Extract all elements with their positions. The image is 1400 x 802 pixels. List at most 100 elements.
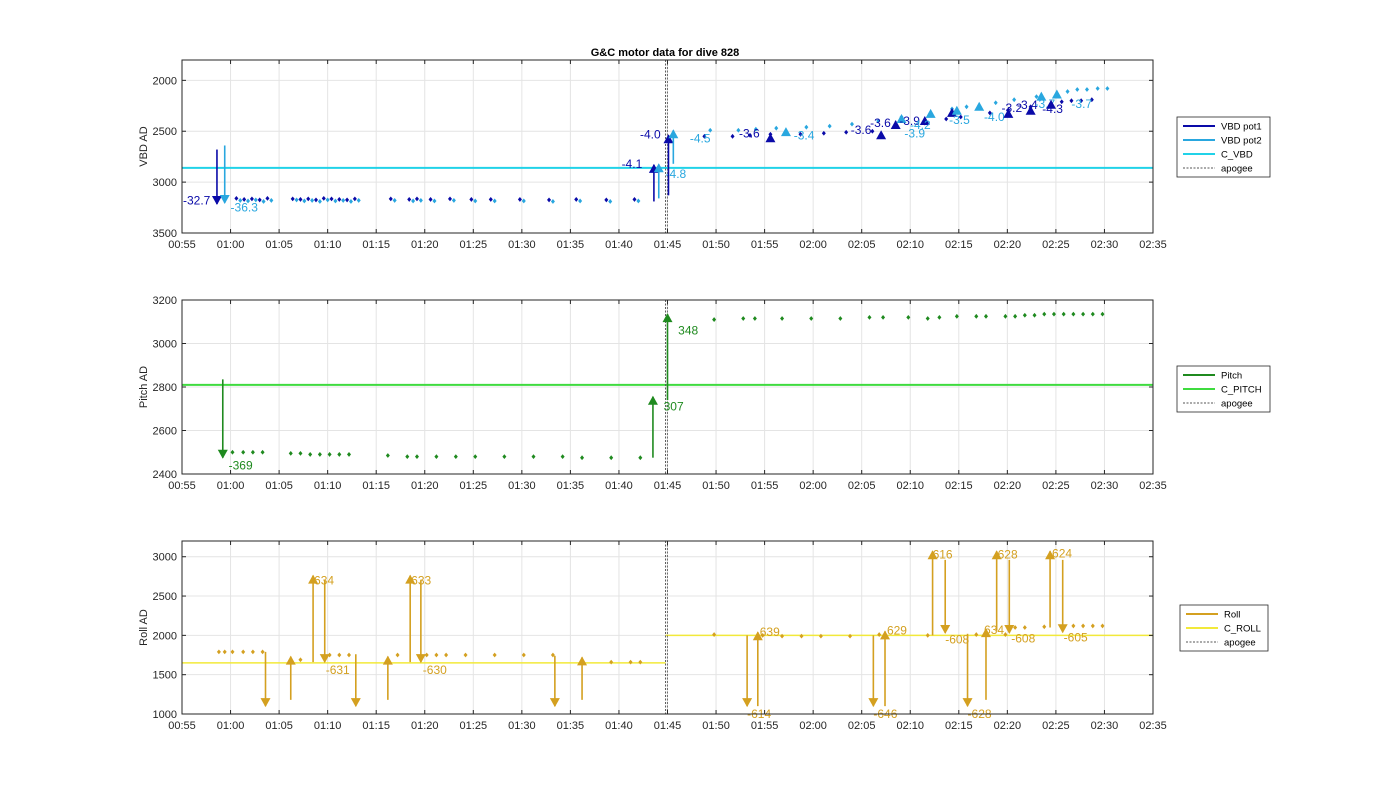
value-label: -4.0 [984,110,1005,124]
data-point [325,197,330,203]
data-point [712,632,717,637]
legend-entry: Roll [1224,610,1240,621]
roll-panel: 634-631633-630-614639-646629616-608-6286… [138,540,1269,732]
x-tick-label: 02:00 [799,480,827,492]
data-point [1051,311,1056,317]
data-point [550,652,555,658]
data-point [753,126,758,132]
data-point [638,455,643,461]
pitch-panel: -369 307 348 00:55 01:00 01:05 01:10 01:15 01:20… [138,295,1271,492]
data-point [993,100,998,106]
data-point [609,659,614,665]
data-point [444,652,449,658]
x-tick-label: 02:00 [799,720,827,732]
data-point [241,449,246,455]
arrow-head [1051,89,1062,99]
data-point [306,196,311,202]
legend-entry: C_ROLL [1224,624,1261,635]
y-tick-label: 2500 [153,591,177,603]
x-tick-label: 01:35 [557,239,585,251]
data-point [348,199,353,204]
x-tick-label: 01:50 [702,720,730,732]
x-tick-label: 01:15 [362,720,390,732]
x-tick-label: 01:00 [217,720,245,732]
data-point [712,317,717,322]
data-point [1071,623,1076,629]
data-point [636,198,641,204]
x-tick-label: 02:10 [896,239,924,251]
arrow-head [940,625,951,635]
arrow-head [925,108,936,118]
value-label: 624 [1052,547,1072,561]
data-point [392,198,397,203]
data-point [958,114,963,120]
x-tick-label: 02:35 [1139,239,1167,251]
data-point [288,450,293,456]
data-point [428,197,433,202]
arrow-head [765,133,776,143]
data-point [1100,623,1105,629]
x-tick-label: 01:15 [362,239,390,251]
arrow-head [896,113,907,123]
data-point [578,198,583,204]
data-point [234,196,239,201]
arrow-head [962,698,973,708]
data-point [488,197,493,202]
x-tick-label: 01:30 [508,480,536,492]
data-point [925,632,930,638]
data-point [937,315,942,320]
y-tick-label: 3200 [153,295,177,307]
data-point [502,454,507,459]
data-point [1069,98,1074,104]
data-point [352,196,357,202]
value-label: -3.2 [1002,101,1023,115]
data-point [1003,632,1008,637]
value-label: -4.1 [622,157,643,171]
legend-entry: apogee [1221,399,1253,410]
value-label: -369 [229,458,253,472]
data-point [608,199,613,204]
value-label: -3.6 [851,123,872,137]
arrow-head [876,130,887,140]
value-label: -36.3 [231,201,259,215]
data-point [385,453,390,458]
value-label: -3.9 [899,114,920,128]
value-label: -631 [326,663,350,677]
data-point [463,652,468,658]
data-point [414,196,419,202]
legend-entry: C_VBD [1221,150,1253,161]
data-point [798,131,803,137]
arrow-head [927,550,938,560]
x-tick-label: 01:30 [508,239,536,251]
data-point [337,452,342,457]
arrow-head [647,395,658,405]
data-point [327,652,332,658]
x-tick-label: 01:55 [751,480,779,492]
arrow-head [285,655,296,665]
x-tick-label: 01:25 [460,720,488,732]
x-tick-label: 02:05 [848,720,876,732]
data-point [632,197,637,202]
arrow-head [663,134,674,144]
data-point [1081,311,1086,317]
data-point [492,198,497,204]
x-tick-label: 01:50 [702,239,730,251]
x-tick-label: 02:15 [945,720,973,732]
y-tick-label: 2500 [153,126,177,138]
x-tick-label: 02:05 [848,239,876,251]
legend-entry: VBD pot2 [1221,136,1262,147]
value-label: 634 [984,623,1004,637]
data-point [1090,311,1095,317]
x-tick-label: 01:05 [265,720,293,732]
value-label: -3.4 [1017,98,1038,112]
data-point [702,133,707,139]
arrow-head [382,655,393,665]
data-point [974,632,979,637]
data-point [337,652,342,658]
data-point [434,454,439,459]
value-label: 307 [664,400,684,414]
x-tick-label: 01:55 [751,720,779,732]
data-point [799,633,804,639]
